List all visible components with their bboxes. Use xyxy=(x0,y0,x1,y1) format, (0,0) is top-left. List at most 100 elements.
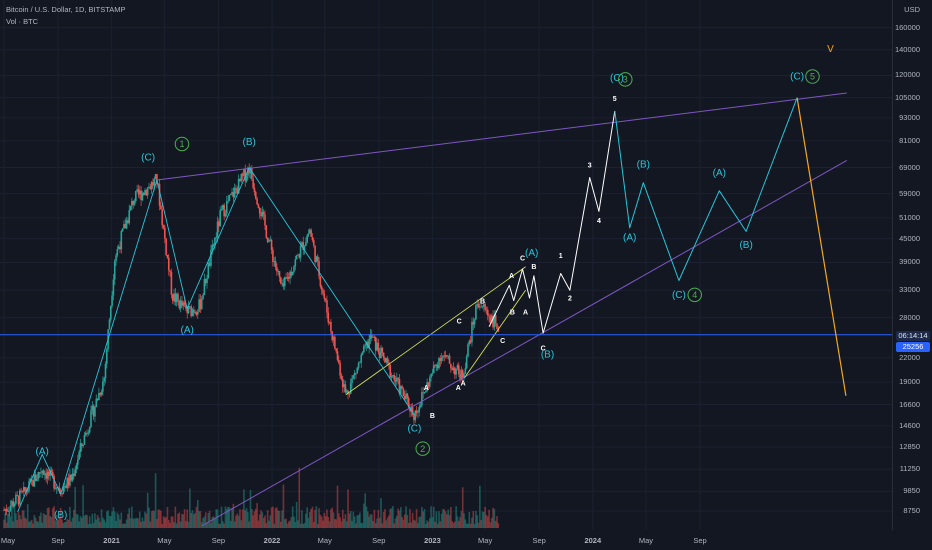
candle-body xyxy=(114,261,116,279)
candle-body xyxy=(121,231,123,249)
candle-body xyxy=(266,226,268,238)
candle-body xyxy=(161,209,163,225)
price-axis-unit: USD xyxy=(880,5,920,14)
candle-body xyxy=(360,355,362,363)
wave-label: (B) xyxy=(637,160,650,171)
candle-body xyxy=(432,373,434,374)
wave-label: (A) xyxy=(181,325,194,336)
wave-label: A xyxy=(523,310,528,317)
candle-body xyxy=(458,365,460,374)
candle-body xyxy=(449,356,451,364)
candle-body xyxy=(418,407,420,412)
wave-label: (C) xyxy=(141,152,155,163)
wave-label: C xyxy=(457,319,462,326)
candle-body xyxy=(393,375,395,380)
wave-label: (A) xyxy=(623,232,636,243)
price-tick-label: 8750 xyxy=(880,506,920,515)
candle-body xyxy=(310,230,312,237)
wave-label: A xyxy=(424,385,429,392)
wave-label: (C) xyxy=(790,72,804,83)
candle-body xyxy=(353,375,355,378)
candle-body xyxy=(206,278,208,283)
wave-label: 4 xyxy=(692,290,697,300)
price-tick-label: 33000 xyxy=(880,285,920,294)
price-tick-label: 120000 xyxy=(880,70,920,79)
time-tick-label: May xyxy=(478,536,492,545)
candle-body xyxy=(210,250,212,266)
candle-body xyxy=(264,214,266,225)
candle-body xyxy=(284,277,286,286)
candle-body xyxy=(349,394,351,395)
candle-body xyxy=(51,470,53,472)
candle-body xyxy=(403,389,405,396)
candle-body xyxy=(55,488,57,489)
candle-body xyxy=(292,272,294,276)
candle-body xyxy=(293,266,295,272)
volume-bar xyxy=(498,523,500,528)
candle-body xyxy=(275,261,277,267)
candle-body xyxy=(324,294,326,299)
time-tick-label: Sep xyxy=(372,536,385,545)
candle-body xyxy=(74,470,76,476)
price-tick-label: 9850 xyxy=(880,486,920,495)
candle-body xyxy=(320,276,322,286)
time-tick-label: Sep xyxy=(212,536,225,545)
candle-body xyxy=(147,188,149,196)
wave-label: A xyxy=(461,381,466,388)
candle-body xyxy=(27,491,29,492)
candle-body xyxy=(496,324,498,329)
candle-body xyxy=(19,491,21,505)
candle-body xyxy=(359,362,361,363)
candle-body xyxy=(215,237,217,238)
candle-body xyxy=(102,381,104,391)
wave-label: 4 xyxy=(597,218,601,225)
candle-body xyxy=(433,365,435,373)
wave-label: C xyxy=(500,338,505,345)
time-tick-label: 2024 xyxy=(584,536,601,545)
candle-body xyxy=(467,344,469,356)
price-tick-label: 81000 xyxy=(880,136,920,145)
candle-body xyxy=(229,195,231,201)
candle-body xyxy=(14,504,16,507)
wave-label: (B) xyxy=(243,137,256,148)
candle-body xyxy=(466,356,468,368)
candle-body xyxy=(221,209,223,210)
price-tick-label: 19000 xyxy=(880,377,920,386)
candle-body xyxy=(355,373,357,374)
candle-body xyxy=(295,259,297,266)
candle-body xyxy=(424,392,426,393)
candle-body xyxy=(306,235,308,242)
candle-body xyxy=(82,445,84,446)
candle-body xyxy=(482,306,484,307)
price-tick-label: 105000 xyxy=(880,93,920,102)
wave-label: V xyxy=(827,44,834,55)
wave-label: B xyxy=(430,413,435,420)
candle-body xyxy=(276,267,278,271)
candle-body xyxy=(171,272,173,295)
chart-title: Bitcoin / U.S. Dollar, 1D, BITSTAMP xyxy=(6,5,125,14)
candle-body xyxy=(271,240,273,250)
volume-bar xyxy=(298,468,300,528)
candle-body xyxy=(358,363,360,368)
candle-body xyxy=(184,302,186,304)
wave-label: 2 xyxy=(420,444,425,454)
wave-label: 1 xyxy=(179,139,184,149)
candle-body xyxy=(341,376,343,379)
candle-body xyxy=(313,240,315,245)
candle-body xyxy=(101,392,103,395)
candle-body xyxy=(246,176,248,182)
price-tick-label: 93000 xyxy=(880,113,920,122)
candle-body xyxy=(334,337,336,349)
candle-body xyxy=(255,192,257,198)
candle-body xyxy=(417,412,419,413)
candle-body xyxy=(10,506,12,511)
candle-body xyxy=(356,368,358,373)
candle-body xyxy=(455,369,457,375)
wave-label: 5 xyxy=(613,96,617,103)
candle-body xyxy=(420,405,422,407)
candle-body xyxy=(169,270,171,272)
candle-body xyxy=(322,289,324,293)
candle-body xyxy=(362,352,364,354)
candle-body xyxy=(383,353,385,358)
